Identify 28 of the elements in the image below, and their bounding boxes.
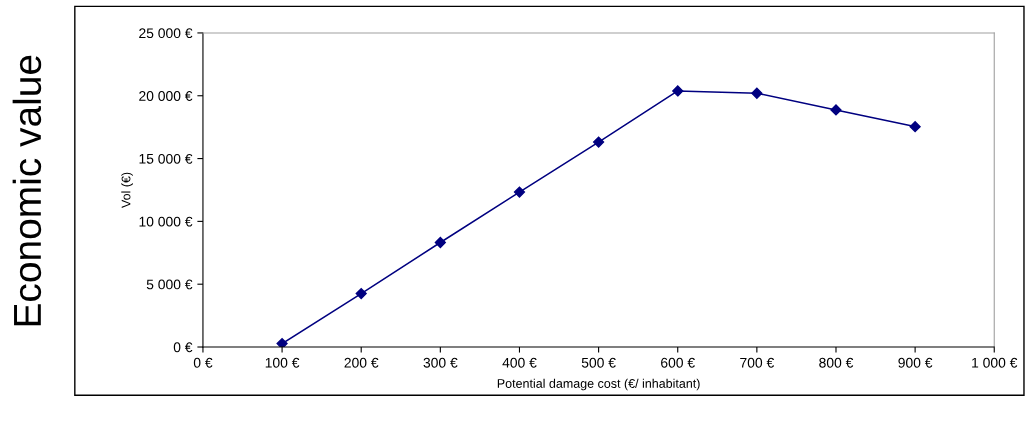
x-tick-label: 200 € bbox=[344, 357, 379, 368]
x-tick-label: 0 € bbox=[193, 357, 213, 368]
point bbox=[276, 338, 288, 348]
point bbox=[909, 121, 921, 133]
x-axis-title: Potential damage cost (€/ inhabitant) bbox=[497, 378, 700, 391]
x-tick-label: 300 € bbox=[423, 357, 458, 368]
x-tick-label: 600 € bbox=[661, 357, 695, 368]
x-tick-label: 800 € bbox=[819, 357, 854, 368]
text: Economic value bbox=[12, 55, 42, 326]
point bbox=[355, 288, 367, 300]
x-tick-label: 500 € bbox=[581, 357, 616, 368]
y-tick-label: 0 € bbox=[173, 342, 193, 353]
point bbox=[751, 87, 763, 99]
y-axis-title: Vol (€) bbox=[121, 172, 133, 208]
y-tick-label: 20 000 € bbox=[139, 91, 193, 101]
y-tick-label: 5 000 € bbox=[146, 279, 193, 290]
x-tick-label: 1 000 € bbox=[972, 357, 1018, 368]
point bbox=[513, 186, 526, 198]
y-tick-label: 15 000 € bbox=[139, 153, 193, 164]
y-tick-label: 25 000 € bbox=[139, 28, 193, 39]
x-tick-label: 900 € bbox=[898, 357, 933, 368]
x-tick-label: 100 € bbox=[265, 357, 300, 368]
y-tick-label: 10 000 € bbox=[139, 216, 193, 227]
point bbox=[592, 136, 605, 148]
point bbox=[672, 85, 684, 97]
point bbox=[434, 236, 446, 249]
x-tick-label: 700 € bbox=[740, 357, 775, 368]
x-tick-label: 400 € bbox=[502, 357, 537, 368]
